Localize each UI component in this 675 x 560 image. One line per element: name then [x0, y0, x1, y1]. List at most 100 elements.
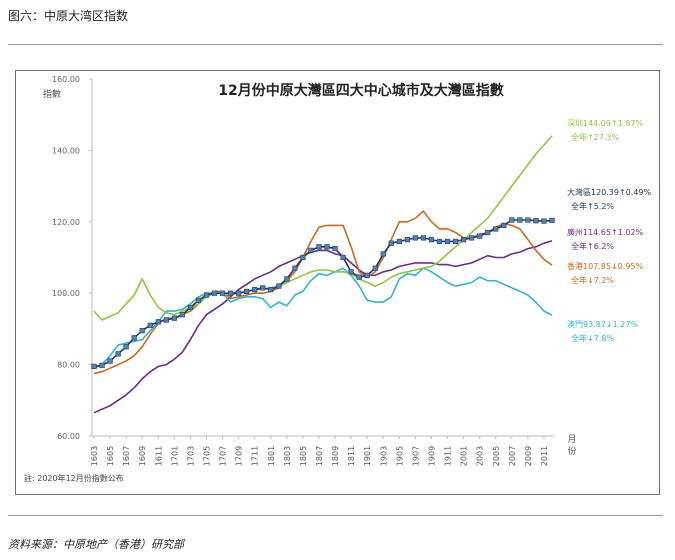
x-tick-label: 1701	[170, 446, 179, 466]
series-point	[123, 344, 129, 350]
series-end-label: 澳門93.87↓1.27%	[567, 319, 638, 329]
series-point	[308, 247, 314, 253]
series-line-廣州	[93, 240, 553, 414]
x-tick-label: 2001	[460, 446, 469, 466]
x-tick-label: 1609	[138, 446, 147, 466]
series-point	[469, 235, 475, 241]
series-point	[203, 292, 210, 298]
series-end-label: 全年↓7.8%	[571, 333, 614, 343]
chart-frame: 12月份中原大灣區四大中心城市及大灣區指數 指數 註: 2020年12月份指數公…	[15, 70, 660, 495]
series-point	[541, 218, 547, 224]
series-point	[147, 322, 153, 328]
chart-title: 12月份中原大灣區四大中心城市及大灣區指數	[218, 82, 503, 99]
series-point	[300, 254, 306, 261]
x-tick-label: 1807	[315, 446, 324, 466]
series-point	[380, 251, 386, 257]
x-tick-label: 1905	[395, 446, 404, 466]
series-point	[340, 254, 346, 261]
y-tick-label: 160.00	[52, 75, 80, 84]
series-point	[91, 363, 97, 369]
y-tick-label: 140.00	[52, 146, 80, 155]
source-note: 资料来源：中原地产（香港）研究部	[8, 538, 184, 551]
series-point	[244, 288, 250, 295]
series-point	[236, 290, 242, 296]
series-point	[404, 237, 410, 243]
x-tick-label: 1711	[251, 446, 260, 466]
series-point	[493, 226, 499, 232]
series-point	[549, 217, 555, 224]
series-point	[533, 218, 539, 224]
series-point	[171, 315, 177, 321]
series-point	[364, 272, 370, 278]
series-point	[292, 265, 298, 271]
x-tick-label: 1809	[331, 446, 340, 466]
series-point	[211, 290, 218, 296]
x-tick-label: 2005	[492, 446, 501, 466]
x-tick-label: 1611	[154, 446, 163, 466]
series-end-label: 全年↓7.2%	[571, 275, 614, 285]
top-divider	[8, 44, 663, 45]
x-tick-label: 1911	[444, 446, 453, 466]
series-point	[139, 328, 145, 334]
x-tick-label: 2011	[540, 446, 549, 466]
series-point	[461, 237, 467, 243]
series-point	[268, 287, 274, 293]
y-axis-label: 指數	[43, 88, 61, 100]
series-point	[131, 335, 137, 341]
x-tick-label: 1607	[122, 446, 131, 466]
y-tick-label: 80.00	[57, 361, 80, 370]
series-point	[332, 245, 338, 252]
series-point	[219, 290, 226, 296]
x-tick-label: 1709	[235, 446, 244, 466]
series-point	[452, 238, 459, 245]
series-end-label: 廣州114.65↑1.02%	[567, 227, 644, 237]
y-tick-label: 120.00	[52, 218, 80, 227]
series-point	[525, 217, 531, 223]
bottom-divider	[8, 515, 663, 516]
x-tick-label: 1909	[427, 446, 436, 466]
y-tick-label: 60.00	[57, 432, 80, 441]
x-tick-label: 1907	[411, 446, 420, 466]
series-point	[485, 229, 491, 236]
series-point	[195, 297, 202, 303]
series-end-label: 全年↑6.2%	[571, 241, 614, 251]
series-point	[477, 233, 483, 239]
chart-note: 註: 2020年12月份指數公布	[24, 473, 124, 483]
y-tick-label: 100.00	[52, 289, 80, 298]
series-end-label: 大灣區120.39↑0.49%	[567, 187, 652, 197]
axes: 60.00 80.00 100.00 120.00 140.00 160.00 1603 16…	[52, 75, 577, 466]
series-point	[260, 285, 266, 291]
x-tick-label: 1811	[347, 446, 356, 466]
figure-caption: 图六：中原大湾区指数	[8, 9, 129, 23]
x-tick-label: 1605	[106, 446, 115, 466]
series-point	[501, 222, 507, 228]
x-tick-label: 1805	[299, 446, 308, 466]
series-end-label: 全年↑5.2%	[571, 201, 614, 211]
series-point	[316, 244, 322, 250]
x-tick-label: 1603	[90, 446, 99, 466]
series-point	[99, 362, 105, 368]
x-axis-label-char: 月	[567, 434, 576, 445]
series-point	[252, 287, 258, 293]
series-point	[372, 265, 378, 271]
series-point	[324, 244, 330, 250]
series-line-澳門	[93, 267, 553, 369]
series-point	[187, 304, 194, 311]
x-tick-label: 1903	[379, 446, 388, 466]
x-tick-label: 1803	[283, 446, 292, 466]
x-tick-label: 1801	[267, 446, 276, 466]
x-tick-label: 2003	[476, 446, 485, 466]
series-line-香港	[93, 210, 553, 375]
x-tick-label: 1707	[219, 446, 228, 466]
series-line-大灣區	[93, 219, 553, 368]
series-end-label: 深圳144.09↑1.87%	[567, 118, 644, 128]
x-tick-label: 1703	[186, 446, 195, 466]
end-labels: 深圳144.09↑1.87% 全年↑27.3% 大灣區120.39↑0.49% 全年↑…	[567, 118, 652, 343]
series-point	[428, 237, 435, 243]
series-end-label: 全年↑27.3%	[571, 132, 620, 142]
series-point	[509, 217, 515, 223]
series-point	[163, 317, 169, 323]
series-point	[396, 238, 402, 245]
x-tick-label: 2007	[508, 446, 517, 466]
series-point	[436, 238, 443, 245]
